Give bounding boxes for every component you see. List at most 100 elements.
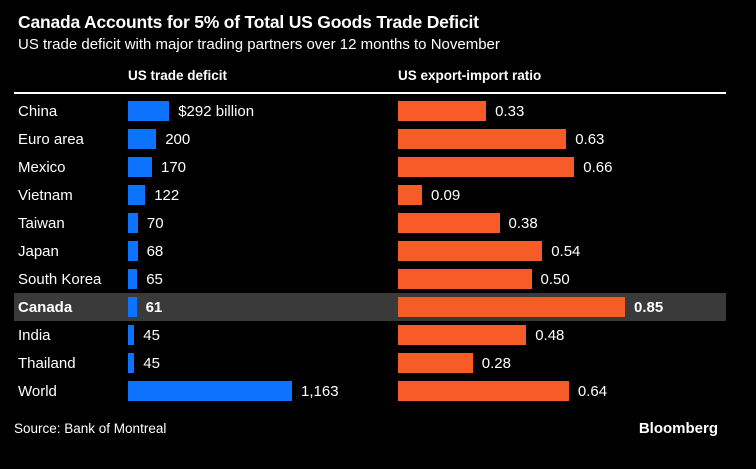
deficit-value: 68 xyxy=(146,242,164,260)
table-row: Mexico 170 0.66 xyxy=(14,153,726,181)
row-label: Taiwan xyxy=(18,214,65,232)
deficit-value: 1,163 xyxy=(301,382,339,400)
deficit-bar xyxy=(128,185,146,205)
ratio-cell: 0.63 xyxy=(398,129,726,149)
deficit-value: 65 xyxy=(146,270,163,288)
deficit-bar xyxy=(128,213,138,233)
deficit-bar xyxy=(128,101,170,121)
column-header-deficit: US trade deficit xyxy=(128,68,228,83)
deficit-value: 45 xyxy=(143,326,160,344)
deficit-cell: $292 billion xyxy=(128,101,398,121)
ratio-cell: 0.64 xyxy=(398,381,726,401)
deficit-cell: 65 xyxy=(128,269,398,289)
table-row: Taiwan 70 0.38 xyxy=(14,209,726,237)
deficit-bar xyxy=(128,129,157,149)
table-row: Japan 68 0.54 xyxy=(14,237,726,265)
deficit-value: $292 billion xyxy=(178,102,255,120)
trade-deficit-chart: Canada Accounts for 5% of Total US Goods… xyxy=(14,0,726,437)
ratio-cell: 0.38 xyxy=(398,213,726,233)
row-label: Canada xyxy=(18,298,73,316)
ratio-cell: 0.09 xyxy=(398,185,726,205)
ratio-bar xyxy=(398,269,532,289)
ratio-bar xyxy=(398,381,569,401)
deficit-bar xyxy=(128,325,135,345)
row-label: China xyxy=(18,102,58,120)
deficit-bar xyxy=(128,157,152,177)
deficit-cell: 170 xyxy=(128,157,398,177)
ratio-cell: 0.66 xyxy=(398,157,726,177)
deficit-cell: 122 xyxy=(128,185,398,205)
ratio-cell: 0.85 xyxy=(398,297,726,317)
row-label: Japan xyxy=(18,242,59,260)
bloomberg-logo: Bloomberg xyxy=(638,420,718,437)
row-label: South Korea xyxy=(18,270,102,288)
deficit-value: 70 xyxy=(146,214,164,232)
row-label: India xyxy=(18,326,51,344)
ratio-bar xyxy=(398,101,487,121)
deficit-value: 200 xyxy=(165,130,191,148)
table-row: South Korea 65 0.50 xyxy=(14,265,726,293)
chart-rows: China $292 billion 0.33 Euro area 200 0.… xyxy=(14,97,726,405)
row-label: Thailand xyxy=(18,354,76,372)
table-row: China $292 billion 0.33 xyxy=(14,97,726,125)
table-row: Euro area 200 0.63 xyxy=(14,125,726,153)
deficit-cell: 45 xyxy=(128,325,398,345)
ratio-value: 0.64 xyxy=(577,382,608,400)
ratio-bar xyxy=(398,129,567,149)
ratio-bar xyxy=(398,297,625,317)
row-label: World xyxy=(18,382,57,400)
table-row: Vietnam 122 0.09 xyxy=(14,181,726,209)
ratio-value: 0.63 xyxy=(575,130,605,148)
deficit-bar xyxy=(128,269,138,289)
ratio-cell: 0.33 xyxy=(398,101,726,121)
deficit-bar xyxy=(128,353,135,373)
deficit-bar xyxy=(128,381,292,401)
header-divider xyxy=(14,92,726,94)
deficit-value: 122 xyxy=(154,186,180,204)
source-note: Source: Bank of Montreal xyxy=(14,421,167,436)
ratio-cell: 0.48 xyxy=(398,325,726,345)
column-header-spacer xyxy=(14,67,128,84)
deficit-value: 61 xyxy=(145,298,163,316)
ratio-bar xyxy=(398,241,543,261)
chart-subtitle: US trade deficit with major trading part… xyxy=(18,36,500,53)
deficit-cell: 68 xyxy=(128,241,398,261)
column-header-ratio: US export-import ratio xyxy=(398,68,542,83)
ratio-value: 0.28 xyxy=(481,354,511,372)
deficit-cell: 200 xyxy=(128,129,398,149)
ratio-value: 0.33 xyxy=(495,102,525,120)
row-label: Vietnam xyxy=(18,186,73,204)
row-label: Euro area xyxy=(18,130,84,148)
column-headers: US trade deficit US export-import ratio xyxy=(14,67,726,84)
ratio-value: 0.09 xyxy=(431,186,461,204)
deficit-value: 170 xyxy=(161,158,187,176)
deficit-bar xyxy=(128,241,138,261)
chart-footer: Source: Bank of Montreal Bloomberg xyxy=(14,420,726,437)
ratio-value: 0.66 xyxy=(583,158,613,176)
deficit-value: 45 xyxy=(143,354,160,372)
table-row: India 45 0.48 xyxy=(14,321,726,349)
ratio-bar xyxy=(398,213,500,233)
ratio-bar xyxy=(398,185,422,205)
ratio-cell: 0.28 xyxy=(398,353,726,373)
table-row: World 1,163 0.64 xyxy=(14,377,726,405)
ratio-bar xyxy=(398,353,473,373)
deficit-cell: 45 xyxy=(128,353,398,373)
ratio-value: 0.85 xyxy=(634,298,664,316)
deficit-bar xyxy=(128,297,137,317)
deficit-cell: 61 xyxy=(128,297,398,317)
deficit-cell: 70 xyxy=(128,213,398,233)
chart-title: Canada Accounts for 5% of Total US Goods… xyxy=(18,12,479,32)
ratio-value: 0.50 xyxy=(540,270,570,288)
ratio-cell: 0.54 xyxy=(398,241,726,261)
ratio-value: 0.54 xyxy=(551,242,581,260)
table-row: Thailand 45 0.28 xyxy=(14,349,726,377)
ratio-value: 0.38 xyxy=(508,214,538,232)
ratio-bar xyxy=(398,325,527,345)
ratio-bar xyxy=(398,157,575,177)
deficit-cell: 1,163 xyxy=(128,381,398,401)
ratio-value: 0.48 xyxy=(535,326,565,344)
table-row: Canada 61 0.85 xyxy=(14,293,726,321)
row-label: Mexico xyxy=(18,158,66,176)
ratio-cell: 0.50 xyxy=(398,269,726,289)
